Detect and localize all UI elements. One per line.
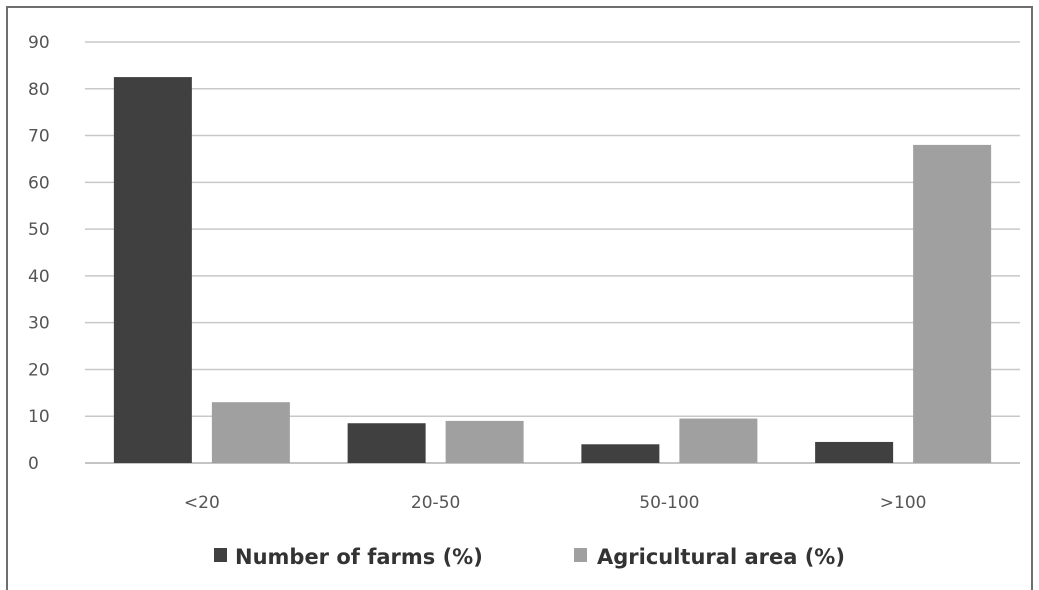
- legend-label-number-of-farms: Number of farms (%): [235, 545, 483, 569]
- y-tick-label: 50: [28, 220, 50, 240]
- gridlines: [85, 41, 1020, 464]
- x-category-label: 50-100: [639, 493, 699, 513]
- bar-agricultural-area: [679, 418, 758, 463]
- bar-number-of-farms: [581, 444, 660, 463]
- y-tick-label: 70: [28, 127, 50, 147]
- legend-label-agricultural-area: Agricultural area (%): [597, 545, 845, 569]
- y-tick-label: 60: [28, 173, 50, 193]
- x-category-label: 20-50: [411, 493, 460, 513]
- x-category-label: <20: [184, 493, 220, 513]
- x-category-label: >100: [880, 493, 927, 513]
- bar-number-of-farms: [347, 423, 426, 463]
- y-tick-label: 40: [28, 267, 50, 287]
- bar-agricultural-area: [211, 402, 290, 463]
- x-axis-labels: <20 20-50 50-100 >100: [184, 493, 927, 513]
- bar-number-of-farms: [815, 441, 894, 463]
- legend-swatch-agricultural-area: [574, 548, 587, 562]
- chart-frame: [6, 6, 1033, 590]
- bars: [113, 77, 992, 463]
- bar-agricultural-area: [445, 420, 524, 463]
- y-tick-label: 80: [28, 80, 50, 100]
- y-tick-label: 10: [28, 407, 50, 427]
- y-tick-label: 20: [28, 360, 50, 380]
- y-tick-label: 0: [28, 454, 39, 474]
- y-tick-label: 30: [28, 314, 50, 334]
- bar-agricultural-area: [913, 144, 992, 463]
- y-tick-label: 90: [28, 33, 50, 53]
- y-axis-ticks: 0 10 20 30 40 50 60 70 80 90: [28, 33, 50, 474]
- legend: Number of farms (%) Agricultural area (%…: [214, 545, 845, 569]
- legend-swatch-number-of-farms: [214, 548, 227, 562]
- bar-number-of-farms: [113, 77, 192, 463]
